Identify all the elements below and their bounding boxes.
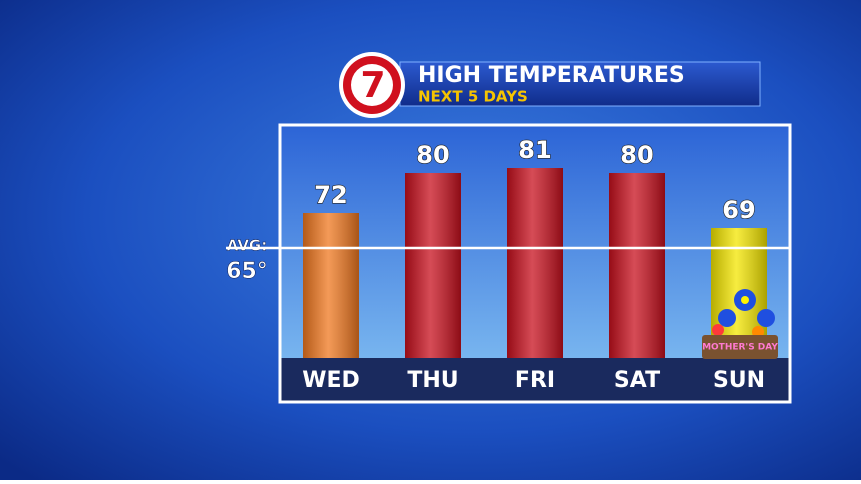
flower-decoration: MOTHER'S DAY	[702, 289, 778, 359]
reference-label: AVG:	[227, 237, 268, 255]
frame	[278, 123, 792, 404]
reference-value-label: 65°	[226, 259, 268, 284]
x-tick-label: WED	[302, 368, 360, 393]
annotation: MOTHER'S DAY	[702, 343, 778, 353]
value-label: 81	[518, 136, 551, 164]
x-tick-label: SAT	[614, 368, 660, 393]
value-label: 69	[722, 196, 755, 224]
value-label: 80	[620, 141, 653, 169]
bar-shine	[609, 173, 665, 358]
chart-subtitle: NEXT 5 DAYS	[418, 88, 528, 106]
category-band	[280, 358, 790, 402]
logo-text: 7	[360, 65, 385, 106]
value-label: 80	[416, 141, 449, 169]
bar-shine	[405, 173, 461, 358]
x-tick-label: FRI	[515, 368, 555, 393]
bar-shine	[303, 213, 359, 358]
x-tick-label: THU	[407, 368, 458, 393]
x-tick-label: SUN	[713, 368, 765, 393]
logo-inner	[351, 64, 393, 106]
value-label: 72	[314, 181, 347, 209]
bar-shine	[507, 168, 563, 358]
chart-title: HIGH TEMPERATURES	[418, 63, 685, 88]
